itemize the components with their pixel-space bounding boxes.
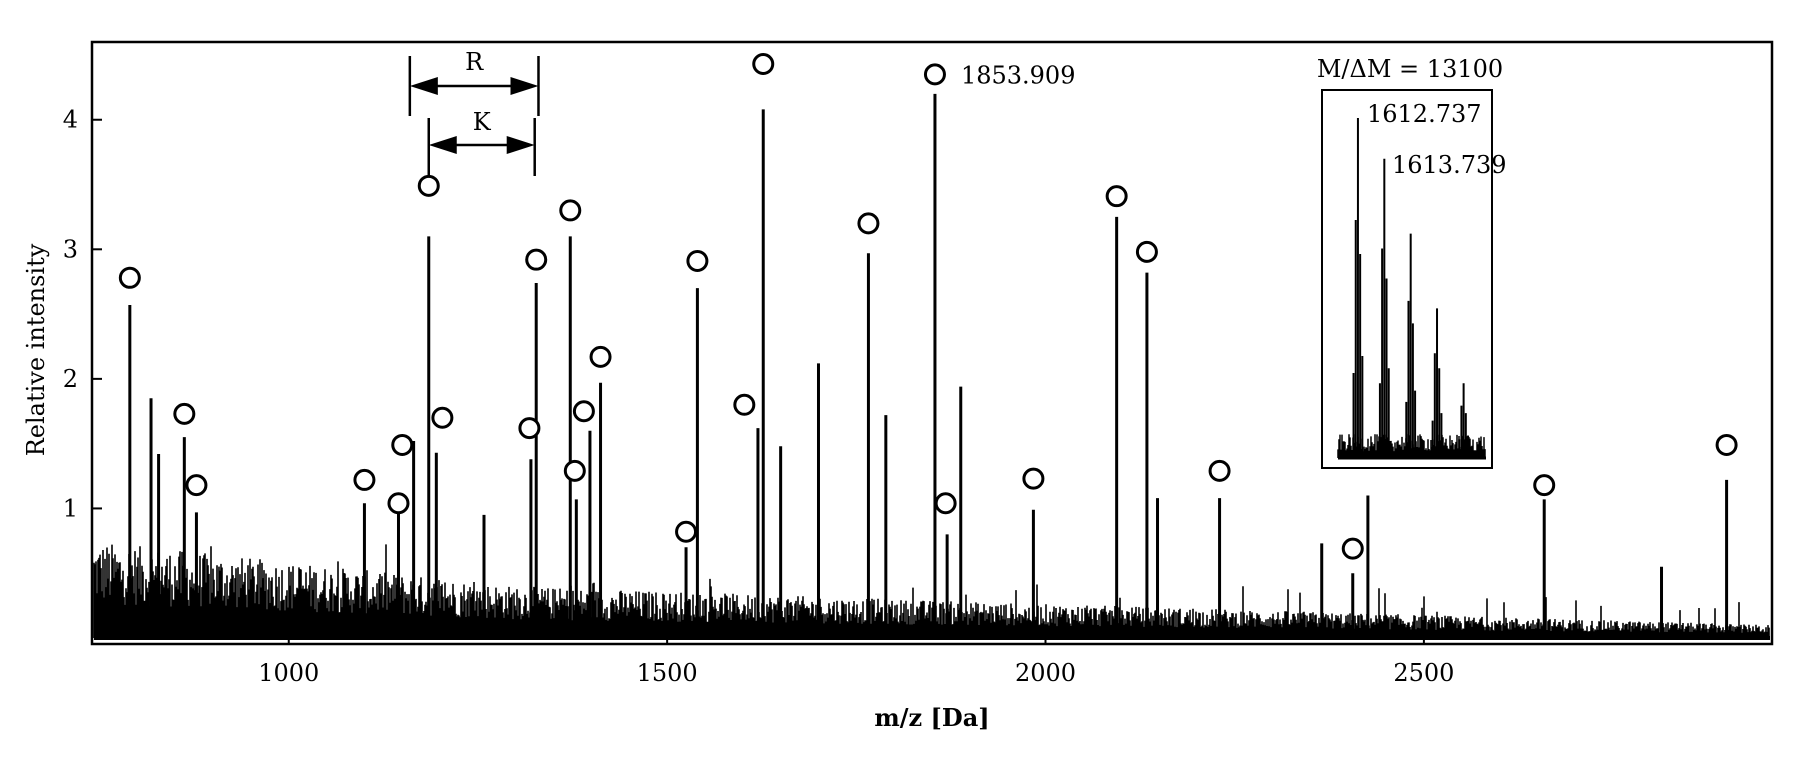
baseline-noise-trace: [93, 544, 1770, 638]
peak-marker: [1022, 467, 1045, 490]
peak-marker: [387, 492, 410, 515]
peak-marker: [752, 53, 775, 76]
annotations: 1853.909 R K: [408, 48, 1076, 176]
peak-marker: [934, 492, 957, 515]
x-tick-label: 1000: [258, 659, 319, 687]
y-axis-title: Relative intensity: [22, 243, 50, 456]
peak-marker: [686, 249, 709, 272]
inset-peak-label-2: 1613.739: [1392, 151, 1507, 179]
peak-marker: [923, 63, 946, 86]
peak-markers: [118, 53, 1738, 560]
peak-marker: [1208, 459, 1231, 482]
peak-marker: [353, 468, 376, 491]
peak-marker: [1105, 185, 1128, 208]
spectrum-peaks: [128, 93, 1729, 638]
peak-marker: [431, 406, 454, 429]
axis-ticks: 1000 1500 2000 2500 1 2 3 4: [63, 106, 1455, 687]
peak-marker: [589, 345, 612, 368]
peak-marker: [572, 400, 595, 423]
y-tick-label: 4: [63, 106, 78, 134]
peak-marker: [563, 459, 586, 482]
peak-marker: [1341, 537, 1364, 560]
inset-panel: M/ΔM = 13100 1612.737 1613.739: [1317, 55, 1507, 469]
peak-marker: [391, 433, 414, 456]
peak-marker: [118, 266, 141, 289]
x-axis-title: m/z [Da]: [874, 703, 989, 732]
k-range-arrowhead-right: [506, 136, 535, 154]
peak-marker: [733, 393, 756, 416]
peak-label-1853: 1853.909: [961, 61, 1076, 89]
plot-frame: [90, 40, 1774, 646]
r-range-arrowhead-right: [510, 77, 539, 95]
peak-marker: [417, 174, 440, 197]
peak-marker: [525, 248, 548, 271]
k-range-label: K: [473, 108, 492, 136]
baseline-noise: [93, 544, 1770, 640]
k-range-arrowhead-left: [428, 136, 457, 154]
peak-marker: [559, 199, 582, 222]
peak-marker: [518, 417, 541, 440]
r-range-label: R: [465, 48, 484, 76]
x-tick-label: 2000: [1015, 659, 1076, 687]
peak-marker: [675, 520, 698, 543]
inset-peaks: [1352, 118, 1470, 458]
peak-marker: [1715, 433, 1738, 456]
peak-marker: [1135, 240, 1158, 263]
inset-title: M/ΔM = 13100: [1317, 55, 1503, 83]
y-tick-label: 3: [63, 235, 78, 263]
peak-marker: [173, 402, 196, 425]
y-tick-label: 2: [63, 365, 78, 393]
y-tick-label: 1: [63, 494, 78, 522]
r-range-arrowhead-left: [409, 77, 438, 95]
x-tick-label: 2500: [1393, 659, 1454, 687]
peak-marker: [1533, 474, 1556, 497]
inset-peak-label-1: 1612.737: [1367, 100, 1482, 128]
peak-marker: [857, 212, 880, 235]
x-tick-label: 1500: [637, 659, 698, 687]
peak-marker: [185, 474, 208, 497]
